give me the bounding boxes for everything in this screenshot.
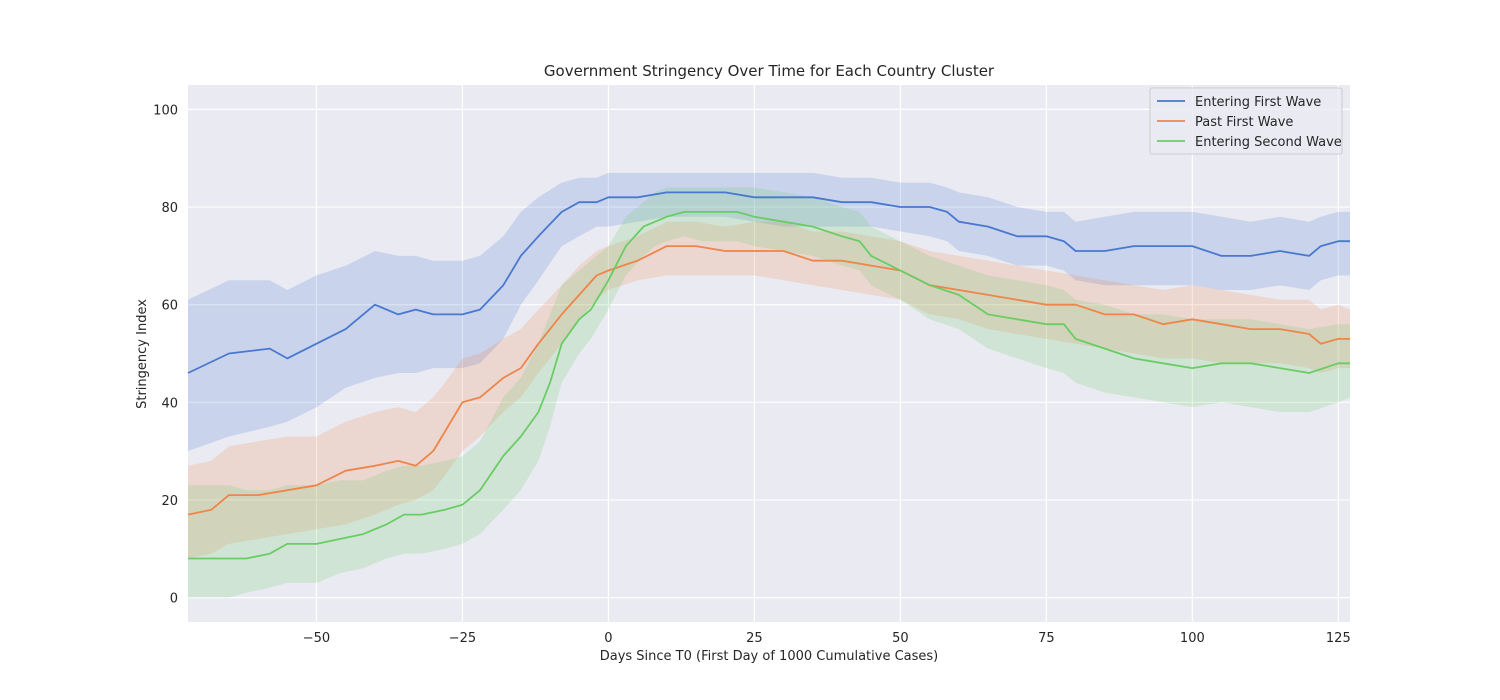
y-tick-label: 20 [161, 494, 178, 509]
confidence-band-1 [188, 221, 1350, 559]
confidence-band-0 [188, 172, 1350, 452]
legend-box [1149, 87, 1343, 155]
legend-label: Entering Second Wave [1195, 135, 1342, 150]
confidence-bands [188, 172, 1350, 598]
legend-label: Past First Wave [1195, 115, 1293, 130]
y-axis-label: Stringency Index [135, 299, 150, 409]
y-tick-labels: 0 20 40 60 80 100 [153, 103, 178, 606]
y-tick-label: 40 [161, 396, 178, 411]
confidence-band-2 [188, 187, 1350, 598]
series-line-2 [188, 210, 1350, 560]
chart-title: Government Stringency Over Time for Each… [544, 62, 995, 80]
series-line-1 [187, 245, 1350, 516]
plot-background [188, 85, 1350, 622]
legend-label: Entering First Wave [1195, 95, 1321, 110]
x-tick-label: 50 [892, 631, 909, 646]
grid-lines [188, 85, 1350, 622]
series-lines [187, 191, 1350, 560]
series-line-0 [187, 191, 1350, 374]
y-tick-label: 80 [161, 201, 178, 216]
x-tick-label: 100 [1180, 631, 1205, 646]
y-tick-label: 60 [161, 299, 178, 314]
x-tick-label: 75 [1038, 631, 1055, 646]
x-tick-label: 25 [746, 631, 763, 646]
x-tick-label: 0 [604, 631, 612, 646]
x-tick-label: 125 [1326, 631, 1351, 646]
x-tick-labels: −50 −25 0 25 50 75 100 125 [303, 631, 1351, 646]
y-tick-label: 100 [153, 103, 178, 118]
legend: Entering First Wave Past First Wave Enteri… [1149, 87, 1343, 155]
x-tick-label: −50 [303, 631, 330, 646]
x-tick-label: −25 [449, 631, 476, 646]
y-tick-label: 0 [170, 592, 178, 607]
x-axis-label: Days Since T0 (First Day of 1000 Cumulat… [600, 649, 939, 664]
